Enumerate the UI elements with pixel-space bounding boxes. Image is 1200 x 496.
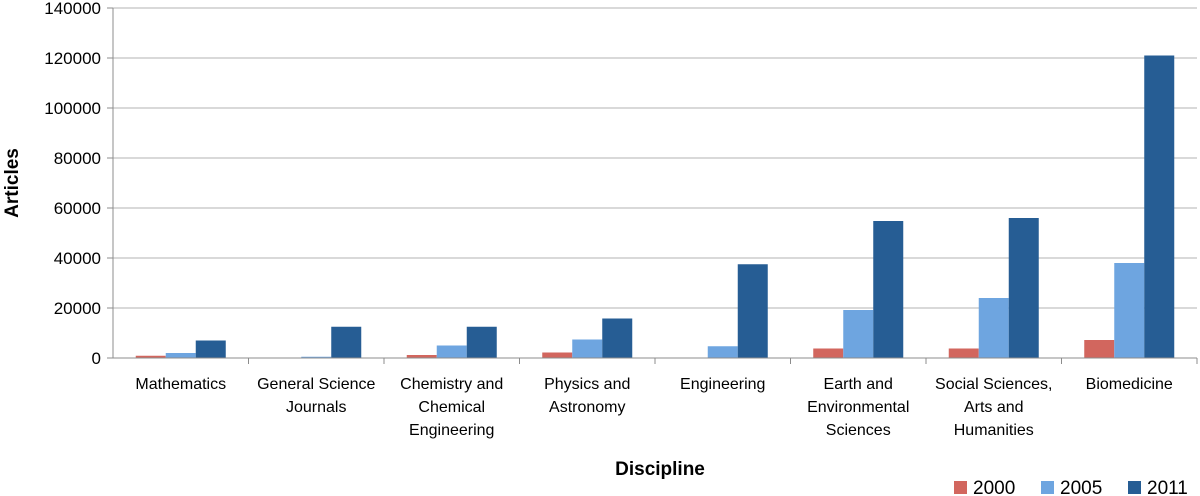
bar-2000 [948, 348, 979, 358]
y-tick-label: 60000 [54, 199, 101, 218]
bar-2005 [301, 356, 332, 358]
x-category-label: Biomedicine [1086, 376, 1173, 393]
bar-2011 [737, 264, 768, 358]
x-category-label: Earth and [824, 376, 893, 393]
bar-2011 [602, 318, 633, 358]
y-axis-ticks: 0 20000 40000 60000 80000 100000 120000 140000 [44, 0, 113, 368]
x-category-label: Humanities [954, 422, 1034, 439]
x-category-label: Sciences [826, 422, 891, 439]
x-category-label: Engineering [680, 376, 765, 393]
bar-2000 [813, 348, 844, 358]
y-tick-label: 80000 [54, 149, 101, 168]
x-axis-title: Discipline [615, 459, 705, 480]
x-category-label: Astronomy [549, 399, 625, 416]
bar-2000 [1084, 340, 1115, 358]
bar-2000 [406, 355, 437, 358]
x-category-label: General Science [257, 376, 375, 393]
legend-swatch-2000 [954, 481, 967, 494]
legend-label: 2000 [973, 478, 1015, 496]
y-tick-label: 120000 [44, 49, 101, 68]
x-category-label: Mathematics [135, 376, 226, 393]
x-category-label: Chemistry and [400, 376, 503, 393]
bar-2011 [873, 221, 904, 358]
bar-2005 [978, 298, 1009, 358]
y-tick-label: 100000 [44, 99, 101, 118]
bar-2005 [843, 310, 874, 358]
gridlines [113, 7, 1197, 359]
bar-2011 [1008, 218, 1039, 358]
x-category-label: Engineering [409, 422, 494, 439]
x-category-label: Arts and [964, 399, 1024, 416]
y-axis-title: Articles [2, 148, 23, 218]
bar-2011 [195, 340, 226, 358]
x-category-label: Chemical [418, 399, 485, 416]
x-category-label: Social Sciences, [935, 376, 1052, 393]
bar-2000 [542, 352, 573, 358]
bar-2005 [1114, 263, 1145, 358]
legend-label: 2011 [1147, 478, 1188, 496]
bar-2011 [1144, 55, 1175, 358]
x-category-label: Environmental [807, 399, 909, 416]
bar-2011 [466, 326, 497, 358]
bar-2005 [572, 339, 603, 358]
bar-2000 [135, 355, 166, 358]
legend: 2000 2005 2011 [954, 478, 1188, 496]
y-tick-label: 20000 [54, 299, 101, 318]
bar-2005 [436, 345, 467, 358]
bar-2011 [331, 326, 362, 358]
y-tick-label: 140000 [44, 0, 101, 18]
bars [135, 55, 1198, 364]
bar-2005 [707, 346, 738, 358]
x-category-label: Journals [286, 399, 346, 416]
legend-swatch-2005 [1041, 481, 1054, 494]
legend-swatch-2011 [1128, 481, 1141, 494]
legend-label: 2005 [1060, 478, 1102, 496]
y-tick-label: 0 [92, 349, 101, 368]
x-category-label: Physics and [544, 376, 630, 393]
y-tick-label: 40000 [54, 249, 101, 268]
bar-2005 [165, 353, 196, 358]
x-axis-categories: Mathematics General Science Journals Chemis… [135, 376, 1173, 439]
